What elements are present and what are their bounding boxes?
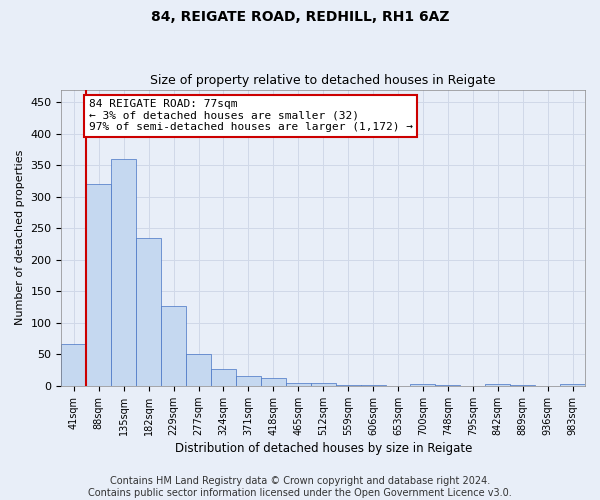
Text: 84, REIGATE ROAD, REDHILL, RH1 6AZ: 84, REIGATE ROAD, REDHILL, RH1 6AZ bbox=[151, 10, 449, 24]
Bar bbox=[335, 385, 361, 386]
Bar bbox=[510, 385, 535, 386]
Bar bbox=[311, 384, 335, 386]
Title: Size of property relative to detached houses in Reigate: Size of property relative to detached ho… bbox=[151, 74, 496, 87]
X-axis label: Distribution of detached houses by size in Reigate: Distribution of detached houses by size … bbox=[175, 442, 472, 455]
Bar bbox=[436, 385, 460, 386]
Bar bbox=[161, 306, 186, 386]
Bar bbox=[286, 382, 311, 386]
Bar bbox=[236, 376, 261, 386]
Bar bbox=[186, 354, 211, 386]
Bar bbox=[361, 385, 386, 386]
Text: 84 REIGATE ROAD: 77sqm
← 3% of detached houses are smaller (32)
97% of semi-deta: 84 REIGATE ROAD: 77sqm ← 3% of detached … bbox=[89, 99, 413, 132]
Y-axis label: Number of detached properties: Number of detached properties bbox=[15, 150, 25, 326]
Bar bbox=[136, 238, 161, 386]
Bar bbox=[261, 378, 286, 386]
Bar bbox=[111, 159, 136, 386]
Text: Contains HM Land Registry data © Crown copyright and database right 2024.
Contai: Contains HM Land Registry data © Crown c… bbox=[88, 476, 512, 498]
Bar bbox=[560, 384, 585, 386]
Bar bbox=[61, 344, 86, 386]
Bar bbox=[86, 184, 111, 386]
Bar bbox=[485, 384, 510, 386]
Bar bbox=[410, 384, 436, 386]
Bar bbox=[211, 370, 236, 386]
